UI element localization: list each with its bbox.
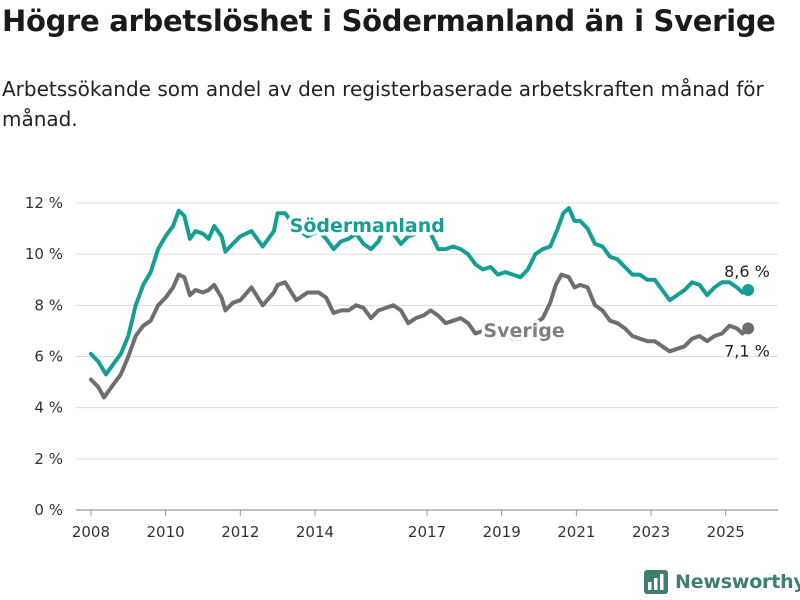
x-axis: 2008 2010 2012 2014 2017 2019 2021 2023 2025 [72, 510, 745, 541]
brand-name: Newsworthy [675, 571, 800, 593]
y-tick-label: 4 % [34, 399, 63, 417]
series-end-value: 7,1 % [724, 341, 770, 360]
series-end-dot [742, 322, 755, 335]
x-tick-label: 2025 [707, 523, 745, 541]
x-tick-label: 2021 [557, 523, 595, 541]
series-end-value: 8,6 % [724, 262, 770, 281]
x-tick-label: 2012 [221, 523, 259, 541]
x-tick-label: 2008 [72, 523, 110, 541]
series-line [88, 206, 751, 377]
series-line [88, 272, 751, 400]
series-name-label: Södermanland [290, 215, 445, 237]
series-end-dot [742, 283, 755, 296]
x-tick-label: 2010 [147, 523, 185, 541]
page-subtitle: Arbetssökande som andel av den registerb… [2, 77, 764, 131]
y-tick-label: 10 % [25, 245, 63, 263]
page-title: Högre arbetslöshet i Södermanland än i S… [2, 4, 776, 38]
brand-logo[interactable]: Newsworthy [644, 570, 800, 594]
x-tick-label: 2019 [483, 523, 521, 541]
series-name-label: Sverige [483, 320, 564, 342]
x-tick-label: 2017 [408, 523, 446, 541]
y-tick-label: 0 % [34, 501, 63, 519]
series-lines [88, 206, 755, 400]
x-tick-label: 2023 [632, 523, 670, 541]
y-tick-label: 12 % [25, 194, 63, 212]
y-tick-label: 6 % [34, 348, 63, 366]
grid-lines [76, 202, 778, 511]
series-labels: 8,6 % Södermanland 7,1 % Sverige [286, 212, 770, 361]
x-tick-label: 2014 [296, 523, 334, 541]
y-tick-label: 8 % [34, 296, 63, 314]
y-tick-label: 2 % [34, 450, 63, 468]
y-axis: 0 % 2 % 4 % 6 % 8 % 10 % 12 % [25, 194, 63, 519]
bar-chart-logo-icon [644, 570, 668, 594]
